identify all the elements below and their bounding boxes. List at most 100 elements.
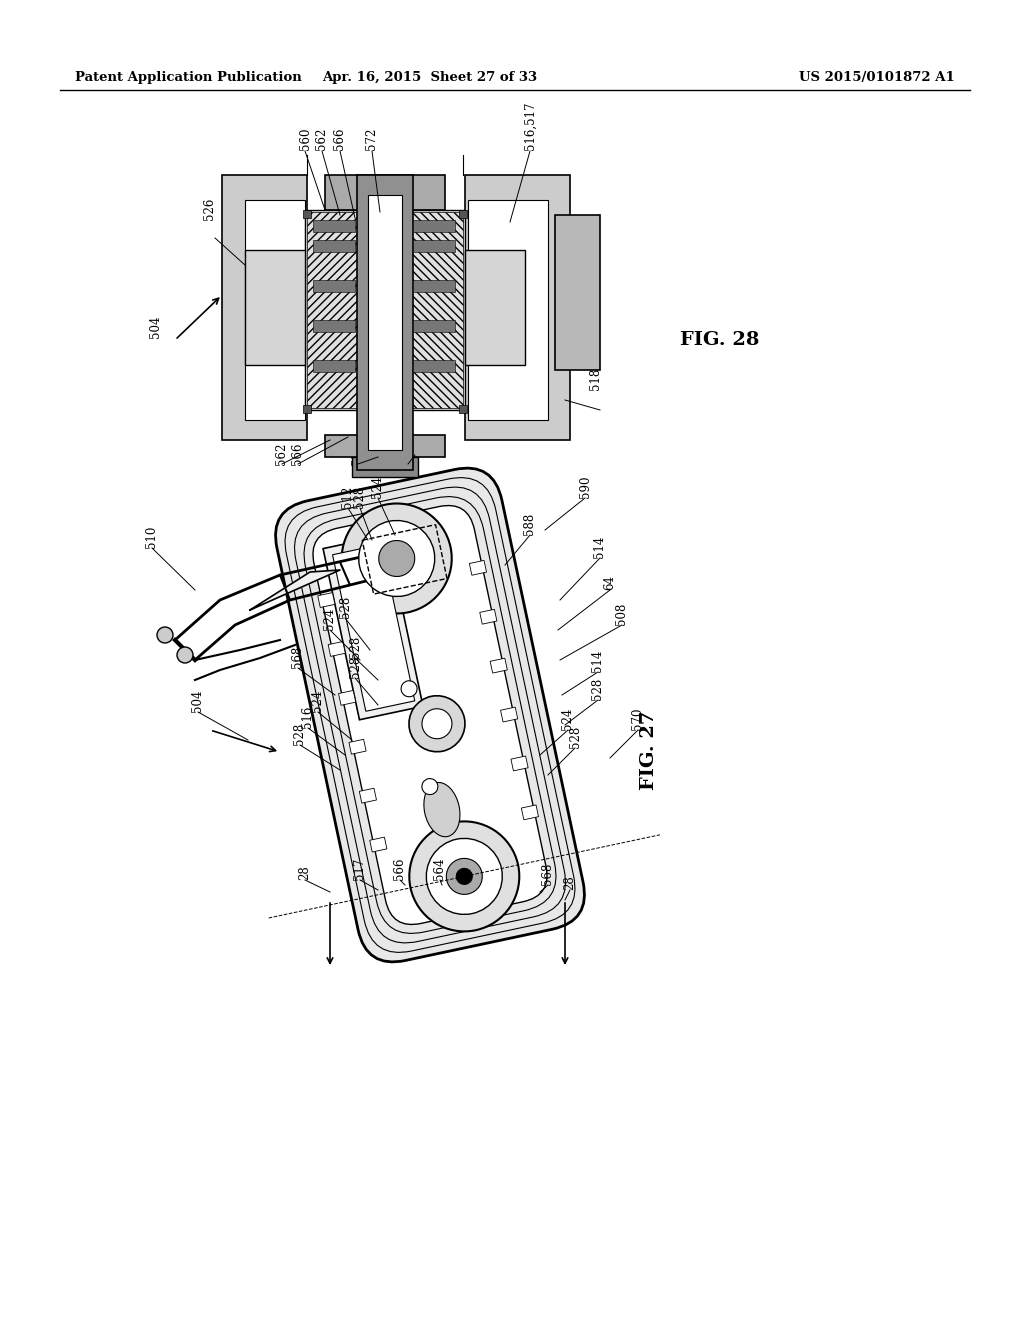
Circle shape [422, 779, 438, 795]
Bar [413, 240, 455, 252]
Text: 568: 568 [292, 645, 304, 668]
Bar [305, 210, 365, 411]
Text: 526: 526 [204, 198, 216, 220]
Bar [555, 215, 600, 370]
Bar [501, 708, 518, 722]
Text: 568: 568 [542, 863, 555, 884]
Text: 570: 570 [632, 708, 644, 730]
Bar [313, 240, 355, 252]
Bar [368, 195, 402, 450]
Bar [468, 201, 548, 420]
Bar [307, 213, 362, 408]
Bar [413, 319, 455, 333]
Bar [490, 659, 507, 673]
Bar [323, 535, 423, 719]
Circle shape [157, 627, 173, 643]
Text: 562: 562 [315, 128, 329, 150]
Circle shape [401, 681, 417, 697]
Text: Patent Application Publication: Patent Application Publication [75, 71, 302, 84]
Text: FIG. 27: FIG. 27 [640, 710, 658, 789]
Text: 528: 528 [353, 486, 367, 508]
Circle shape [457, 869, 472, 884]
Text: US 2015/0101872 A1: US 2015/0101872 A1 [800, 71, 955, 84]
Bar [333, 544, 415, 711]
Bar [465, 249, 525, 366]
Bar [459, 210, 467, 218]
Text: 514: 514 [594, 536, 606, 558]
Text: 508: 508 [615, 603, 629, 624]
Bar [465, 176, 570, 440]
Circle shape [177, 647, 193, 663]
Bar [313, 319, 355, 333]
Text: 28: 28 [299, 865, 311, 880]
Text: 524: 524 [372, 475, 384, 498]
Bar [245, 201, 305, 420]
Bar [303, 210, 311, 218]
Bar [413, 220, 455, 232]
Bar [362, 524, 447, 594]
Text: 574: 574 [351, 442, 365, 465]
Text: 528: 528 [348, 636, 361, 657]
Bar [469, 561, 486, 576]
Bar [359, 788, 377, 803]
Circle shape [410, 821, 519, 932]
Bar [313, 280, 355, 292]
Text: 524: 524 [561, 708, 574, 730]
Text: 572: 572 [366, 128, 379, 150]
Text: 528: 528 [339, 595, 351, 618]
Bar [413, 360, 455, 372]
Bar [357, 176, 413, 470]
Bar [413, 280, 455, 292]
Circle shape [446, 858, 482, 895]
Bar [313, 220, 355, 232]
Bar [222, 176, 307, 440]
Bar [370, 837, 387, 851]
Bar [480, 610, 497, 624]
Bar [352, 457, 418, 477]
Text: 564: 564 [433, 858, 446, 880]
Bar [521, 805, 539, 820]
Text: 528: 528 [592, 677, 604, 700]
Text: 512: 512 [341, 486, 354, 508]
Text: 516: 516 [301, 706, 314, 729]
Bar [459, 405, 467, 413]
Circle shape [342, 503, 452, 614]
Text: 566: 566 [393, 858, 407, 880]
Bar [407, 213, 463, 408]
Text: 514: 514 [592, 649, 604, 672]
Text: 560: 560 [299, 128, 311, 150]
Bar [303, 405, 311, 413]
Polygon shape [250, 570, 340, 610]
Bar [317, 593, 335, 607]
Text: 28: 28 [563, 875, 577, 890]
Circle shape [358, 520, 435, 597]
Bar [313, 360, 355, 372]
Circle shape [379, 540, 415, 577]
FancyBboxPatch shape [275, 469, 585, 962]
Text: 528: 528 [348, 656, 361, 678]
Text: 524: 524 [324, 607, 337, 630]
FancyBboxPatch shape [313, 506, 547, 924]
Bar [245, 249, 305, 366]
Circle shape [409, 696, 465, 752]
Bar [511, 756, 528, 771]
Bar [325, 176, 445, 210]
Text: 562: 562 [275, 442, 289, 465]
Text: 590: 590 [579, 475, 592, 498]
Text: 504: 504 [148, 315, 162, 338]
Text: 510: 510 [145, 525, 159, 548]
Bar [349, 739, 367, 754]
Text: 566: 566 [334, 128, 346, 150]
Text: 516,517: 516,517 [523, 102, 537, 150]
Circle shape [422, 709, 452, 739]
Bar [406, 210, 465, 411]
Text: 588: 588 [523, 512, 537, 535]
Text: 561: 561 [401, 442, 415, 465]
Text: 64: 64 [603, 576, 616, 590]
Text: 528: 528 [568, 726, 582, 748]
Text: 566: 566 [292, 442, 304, 465]
Text: 524: 524 [311, 689, 325, 711]
Text: FIG. 28: FIG. 28 [680, 331, 760, 348]
Text: 504: 504 [191, 689, 205, 711]
Circle shape [426, 838, 503, 915]
